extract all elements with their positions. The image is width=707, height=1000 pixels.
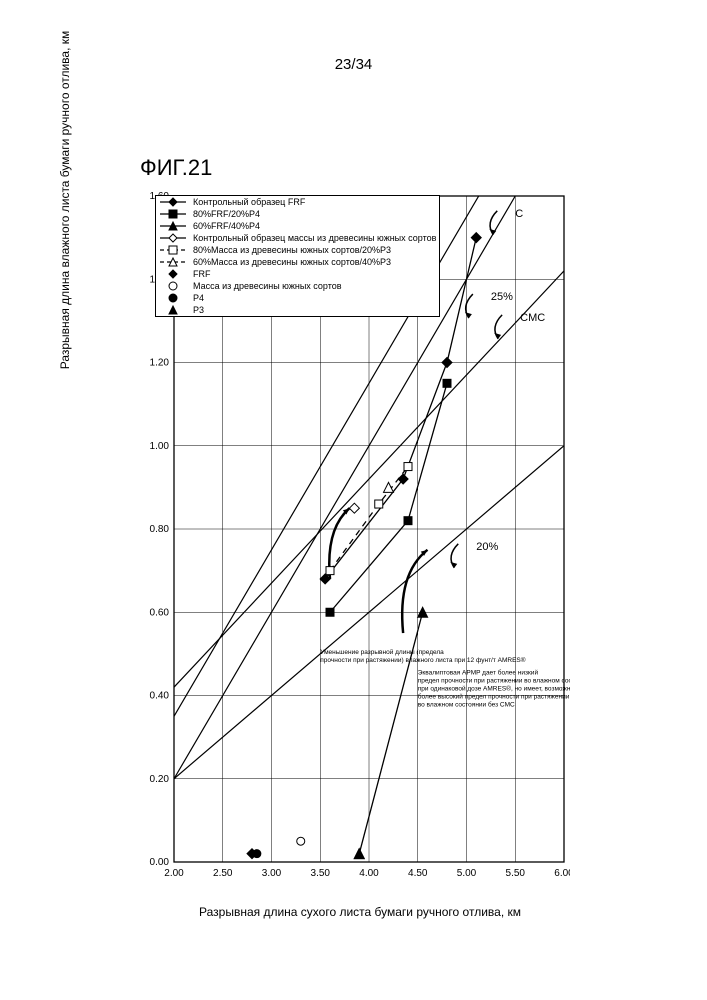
svg-text:1.20: 1.20 <box>150 358 170 369</box>
legend-label: Масса из древесины южных сортов <box>190 280 440 292</box>
svg-text:Уменьшение разрывной длины (пр: Уменьшение разрывной длины (предела <box>320 648 444 656</box>
svg-text:во влажном состоянии без CMC: во влажном состоянии без CMC <box>418 701 515 709</box>
svg-text:предел прочности при растяжени: предел прочности при растяжении во влажн… <box>418 678 570 685</box>
svg-text:2.50: 2.50 <box>213 868 233 879</box>
legend-label: Контрольный образец FRF <box>190 196 440 209</box>
y-axis-label: Разрывная длина влажного листа бумаги ру… <box>58 30 73 370</box>
page-number: 23/34 <box>0 56 707 73</box>
svg-text:20%: 20% <box>476 541 498 553</box>
svg-text:CMC: CMC <box>520 312 545 324</box>
svg-text:6.00: 6.00 <box>554 868 570 879</box>
legend-label: P3 <box>190 304 440 317</box>
legend-label: P4 <box>190 292 440 304</box>
x-axis-label: Разрывная длина сухого листа бумаги ручн… <box>160 905 560 919</box>
svg-text:5.50: 5.50 <box>506 868 526 879</box>
svg-text:прочности при растяжении) влаж: прочности при растяжении) влажного листа… <box>320 656 526 664</box>
legend-label: Контрольный образец массы из древесины ю… <box>190 232 440 244</box>
legend-label: FRF <box>190 268 440 280</box>
legend: Контрольный образец FRF80%FRF/20%P460%FR… <box>155 195 440 317</box>
legend-label: 60%Масса из древесины южных сортов/40%P3 <box>190 256 440 268</box>
figure-title: ФИГ.21 <box>140 155 212 181</box>
svg-text:25%: 25% <box>491 291 513 303</box>
svg-text:2.00: 2.00 <box>164 868 184 879</box>
svg-text:4.00: 4.00 <box>359 868 379 879</box>
svg-text:3.50: 3.50 <box>311 868 331 879</box>
legend-label: 60%FRF/40%P4 <box>190 220 440 232</box>
svg-text:3.00: 3.00 <box>262 868 282 879</box>
svg-text:при одинаковой дозе AMRES®, но: при одинаковой дозе AMRES®, но имеет, во… <box>418 685 570 693</box>
svg-text:0.60: 0.60 <box>150 607 170 618</box>
legend-label: 80%FRF/20%P4 <box>190 208 440 220</box>
svg-text:0.80: 0.80 <box>150 524 170 535</box>
svg-text:Эквалиптовая APMP дает более н: Эквалиптовая APMP дает более низкий <box>418 669 539 677</box>
svg-text:0.00: 0.00 <box>150 857 170 868</box>
svg-text:0.40: 0.40 <box>150 691 170 702</box>
svg-text:C: C <box>515 208 523 220</box>
svg-text:0.20: 0.20 <box>150 774 170 785</box>
legend-label: 80%Масса из древесины южных сортов/20%P3 <box>190 244 440 256</box>
svg-text:5.00: 5.00 <box>457 868 477 879</box>
svg-text:1.00: 1.00 <box>150 441 170 452</box>
svg-text:более высокий предел прочности: более высокий предел прочности при растя… <box>418 693 570 701</box>
svg-text:4.50: 4.50 <box>408 868 428 879</box>
